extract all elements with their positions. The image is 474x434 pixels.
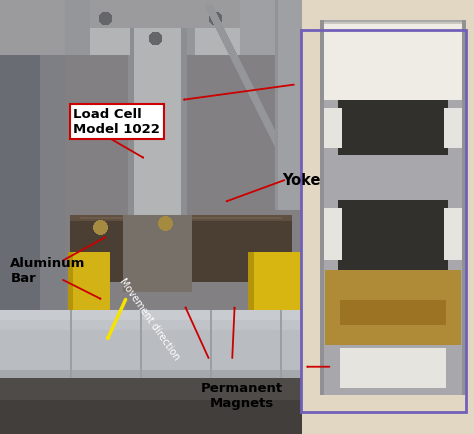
Text: Permanent
Magnets: Permanent Magnets [201,382,283,410]
Text: Yoke: Yoke [282,173,320,187]
Text: Movement direction: Movement direction [117,276,182,362]
Bar [301,30,466,412]
Text: Load Cell
Model 1022: Load Cell Model 1022 [73,108,160,135]
Text: Aluminum
Bar: Aluminum Bar [10,257,86,285]
